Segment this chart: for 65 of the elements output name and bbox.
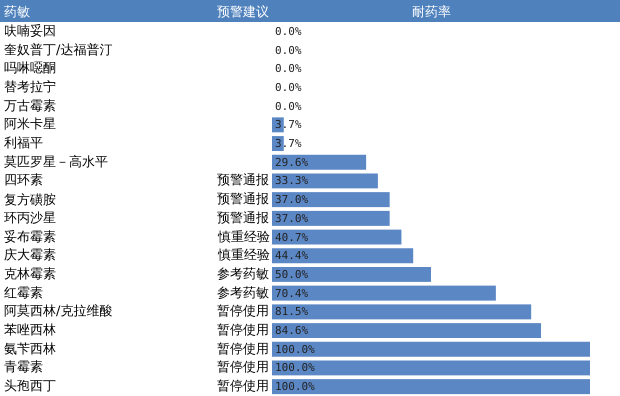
- data-label: 40.7%: [275, 231, 308, 244]
- data-label: 33.3%: [275, 174, 308, 187]
- bar: [272, 192, 390, 208]
- y-tick-label: 复方磺胺: [4, 192, 56, 208]
- y-tick-label: 利福平: [4, 136, 43, 151]
- bar: [272, 323, 542, 338]
- text: 暂停使用: [217, 323, 269, 338]
- text: 慎重经验: [217, 230, 270, 245]
- data-label: 0.0%: [275, 25, 302, 38]
- data-label: 37.0%: [275, 212, 308, 225]
- data-label: 100.0%: [275, 361, 316, 374]
- x-axis-title: 耐药率: [412, 4, 451, 20]
- y-tick-label: 环丙沙星: [4, 211, 56, 226]
- text: 预警通报: [217, 211, 269, 226]
- text: 慎重经验: [217, 248, 270, 263]
- bar: [272, 286, 496, 301]
- data-label: 0.0%: [275, 62, 302, 75]
- text: 预警建议: [217, 5, 269, 20]
- text: 暂停使用: [217, 360, 269, 375]
- data-label: 0.0%: [275, 44, 302, 57]
- bar: [272, 173, 378, 188]
- bar: [272, 360, 590, 376]
- text: 参考药敏: [217, 286, 269, 301]
- bar: [272, 266, 431, 282]
- text: 参考药敏: [217, 267, 269, 282]
- y-tick-label: 氨苄西林: [4, 342, 56, 357]
- y-tick-label: 苯唑西林: [4, 323, 56, 338]
- bar: [272, 342, 590, 357]
- bar: [272, 230, 402, 245]
- y-tick-label: 克林霉素: [4, 267, 56, 282]
- data-label: 0.0%: [275, 100, 302, 113]
- bar: [272, 304, 532, 320]
- y-tick-label: 莫匹罗星－高水平: [4, 154, 108, 170]
- y-tick-label: 阿莫西林/克拉维酸: [4, 304, 112, 319]
- data-label: 70.4%: [275, 287, 308, 300]
- y-tick-label: 青霉素: [4, 360, 43, 375]
- text: 预警通报: [217, 192, 269, 207]
- data-label: 44.4%: [275, 249, 308, 262]
- y-tick-label: 四环素: [4, 173, 43, 188]
- y-tick-label: 呋喃妥因: [4, 24, 56, 39]
- y-tick-label: 妥布霉素: [4, 230, 56, 245]
- data-label: 37.0%: [275, 193, 308, 206]
- data-label: 50.0%: [275, 268, 308, 281]
- y-tick-label: 吗啉噁酮: [4, 61, 56, 76]
- bar: [272, 248, 414, 264]
- data-label: 84.6%: [275, 324, 308, 337]
- y-tick-label: 阿米卡星: [4, 117, 56, 132]
- data-label: 100.0%: [275, 343, 316, 356]
- text: 预警通报: [217, 173, 269, 188]
- y-axis-title: 药敏: [4, 5, 30, 20]
- data-label: 81.5%: [275, 305, 308, 318]
- bar: [272, 379, 590, 394]
- bar: [272, 210, 390, 226]
- data-label: 100.0%: [275, 380, 316, 393]
- y-tick-label: 奎奴普丁/达福普汀: [4, 42, 112, 58]
- data-label: 29.6%: [275, 156, 308, 169]
- y-tick-label: 头孢西丁: [4, 379, 56, 394]
- text: 暂停使用: [217, 304, 269, 319]
- y-tick-label: 替考拉宁: [4, 79, 56, 95]
- y-tick-label: 万古霉素: [4, 99, 56, 114]
- y-tick-label: 红霉素: [4, 286, 43, 301]
- y-tick-label: 庆大霉素: [4, 248, 56, 263]
- text: 暂停使用: [217, 379, 269, 394]
- text: 暂停使用: [217, 342, 269, 357]
- data-label: 0.0%: [275, 81, 302, 94]
